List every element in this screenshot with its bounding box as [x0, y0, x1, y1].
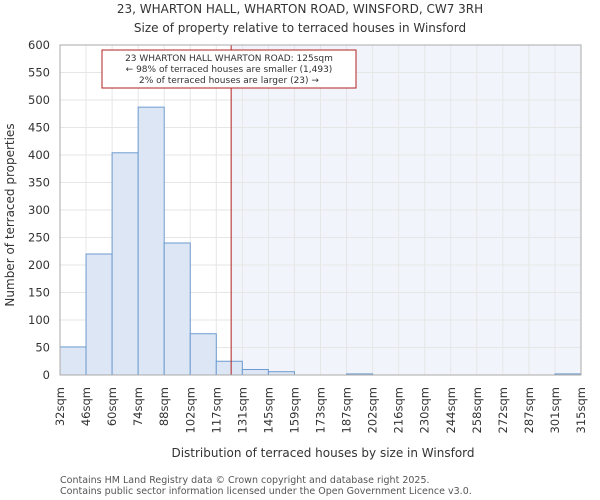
x-tick-label: 74sqm — [131, 387, 145, 426]
bar — [163, 242, 191, 376]
chart-subtitle: Size of property relative to terraced ho… — [134, 21, 466, 35]
x-tick-label: 301sqm — [548, 387, 562, 433]
y-tick-label: 100 — [28, 313, 50, 327]
bar — [111, 152, 139, 376]
x-tick-label: 88sqm — [157, 387, 171, 426]
plot-area: 0 50 100 150 200 250 300 350 400 450 500 550 600 32sq… — [28, 38, 588, 433]
y-tick-label: 400 — [28, 148, 50, 162]
footer-line-1: Contains HM Land Registry data © Crown c… — [60, 475, 430, 486]
annotation-box: 23 WHARTON HALL WHARTON ROAD: 125sqm ← 9… — [101, 49, 357, 89]
x-tick-label: 117sqm — [209, 387, 223, 433]
annotation-line-3: 2% of terraced houses are larger (23) → — [139, 76, 319, 86]
y-tick-label: 250 — [28, 231, 50, 245]
y-tick-label: 50 — [35, 341, 50, 355]
y-tick-label: 0 — [43, 368, 50, 382]
bar — [215, 360, 243, 376]
x-tick-label: 46sqm — [79, 387, 93, 426]
y-tick-label: 450 — [28, 121, 50, 135]
annotation-border — [101, 49, 357, 89]
x-tick-label: 287sqm — [522, 387, 536, 433]
x-tick-label: 60sqm — [105, 387, 119, 426]
plot-frame — [59, 44, 582, 376]
x-tick-label: 102sqm — [183, 387, 197, 433]
annotation-line-2: ← 98% of terraced houses are smaller (1,… — [126, 65, 333, 75]
y-tick-label: 600 — [28, 38, 50, 52]
x-tick-label: 187sqm — [340, 387, 354, 433]
x-tick-label: 272sqm — [496, 387, 510, 433]
x-tick-label: 145sqm — [261, 387, 275, 433]
x-tick-label: 216sqm — [392, 387, 406, 433]
y-tick-label: 550 — [28, 66, 50, 80]
bar — [59, 346, 87, 376]
x-tick-label: 202sqm — [366, 387, 380, 433]
annotation-line-1: 23 WHARTON HALL WHARTON ROAD: 125sqm — [125, 54, 333, 64]
x-tick-label: 173sqm — [314, 387, 328, 433]
x-tick-label: 315sqm — [574, 387, 588, 433]
x-tick-label: 230sqm — [418, 387, 432, 433]
x-axis-label: Distribution of terraced houses by size … — [171, 446, 474, 460]
x-tick-label: 258sqm — [470, 387, 484, 433]
y-tick-label: 350 — [28, 176, 50, 190]
bar — [137, 106, 165, 376]
bar — [189, 333, 217, 376]
x-tick-label: 131sqm — [235, 387, 249, 433]
y-tick-label: 300 — [28, 203, 50, 217]
x-tick-label: 32sqm — [53, 387, 67, 426]
y-axis-label: Number of terraced properties — [3, 123, 17, 306]
x-tick-label: 159sqm — [287, 387, 301, 433]
bar — [241, 369, 269, 376]
y-tick-label: 500 — [28, 93, 50, 107]
y-tick-label: 150 — [28, 286, 50, 300]
bar — [85, 253, 113, 376]
footer-line-2: Contains public sector information licen… — [60, 486, 472, 497]
y-tick-label: 200 — [28, 258, 50, 272]
chart-title: 23, WHARTON HALL, WHARTON ROAD, WINSFORD… — [117, 2, 483, 16]
x-tick-label: 244sqm — [444, 387, 458, 433]
